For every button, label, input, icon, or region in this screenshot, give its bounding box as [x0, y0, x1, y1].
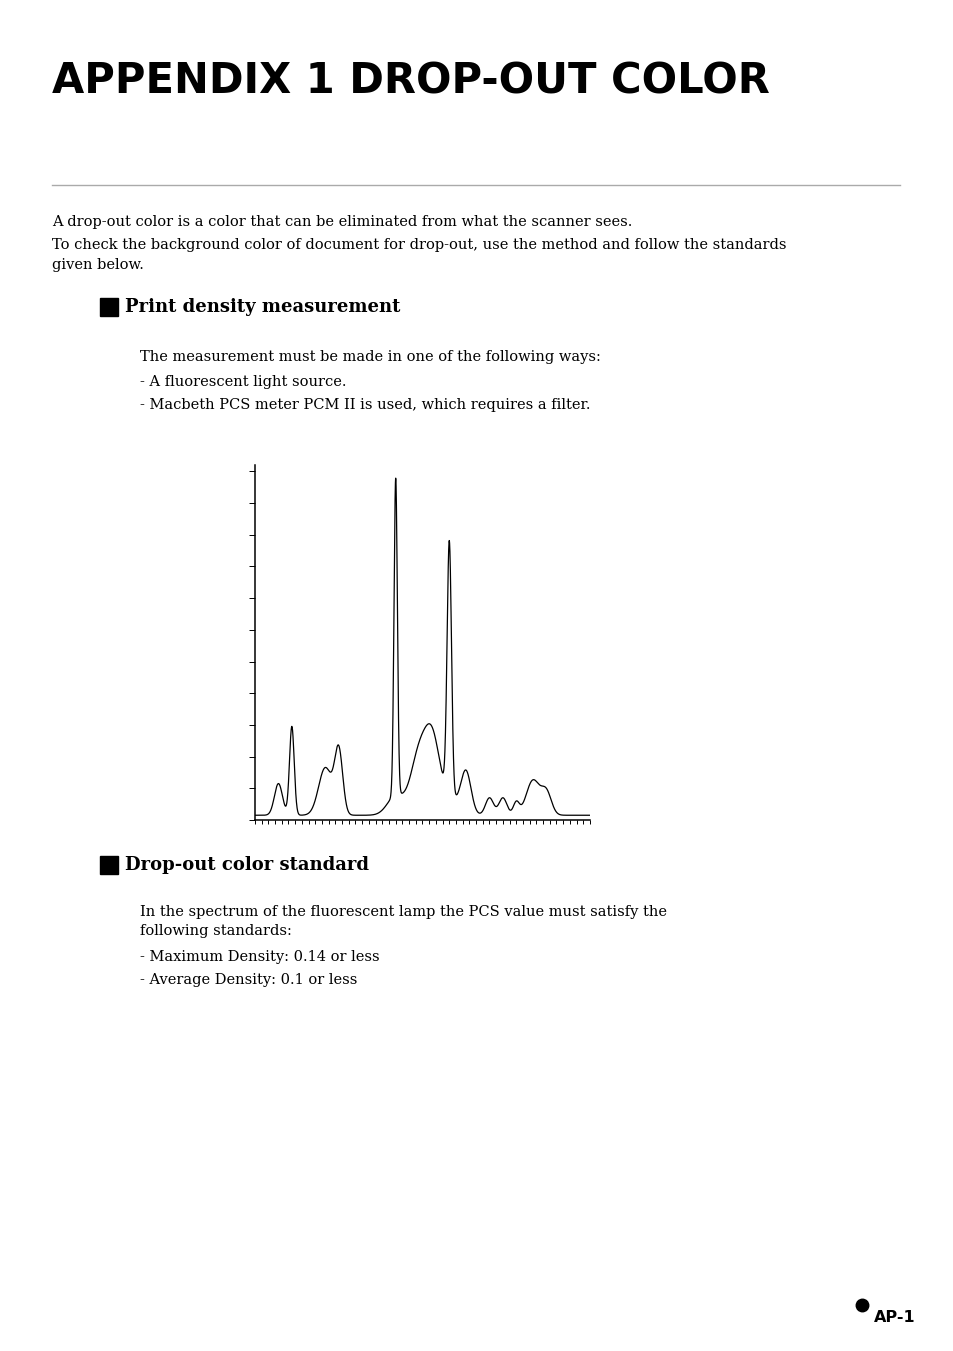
Text: A drop-out color is a color that can be eliminated from what the scanner sees.: A drop-out color is a color that can be …	[52, 215, 632, 230]
Text: To check the background color of document for drop-out, use the method and follo: To check the background color of documen…	[52, 238, 785, 272]
Bar	[100, 299, 118, 316]
Text: In the spectrum of the fluorescent lamp the PCS value must satisfy the
following: In the spectrum of the fluorescent lamp …	[140, 905, 666, 939]
Text: AP-1: AP-1	[873, 1310, 915, 1325]
Text: APPENDIX 1 DROP-OUT COLOR: APPENDIX 1 DROP-OUT COLOR	[52, 59, 769, 101]
Text: Drop-out color standard: Drop-out color standard	[125, 857, 369, 874]
Text: Print density measurement: Print density measurement	[125, 299, 400, 316]
Text: - A fluorescent light source.: - A fluorescent light source.	[140, 376, 346, 389]
Text: - Maximum Density: 0.14 or less: - Maximum Density: 0.14 or less	[140, 950, 379, 965]
Text: - Average Density: 0.1 or less: - Average Density: 0.1 or less	[140, 973, 357, 988]
Bar	[100, 857, 118, 874]
Text: - Macbeth PCS meter PCM II is used, which requires a filter.: - Macbeth PCS meter PCM II is used, whic…	[140, 399, 590, 412]
Text: The measurement must be made in one of the following ways:: The measurement must be made in one of t…	[140, 350, 600, 363]
